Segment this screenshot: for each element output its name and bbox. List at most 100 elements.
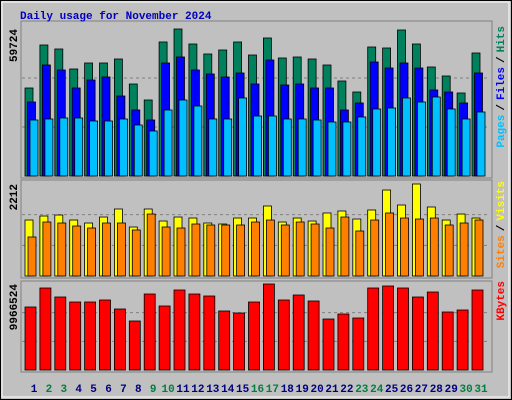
x-tick-label: 19 [296,384,309,396]
bar [104,120,113,177]
bar [161,226,171,277]
bar [265,219,275,277]
bar [163,109,173,177]
bar [325,227,335,277]
legend-entry: KBytes [496,281,508,321]
bar [357,116,367,177]
bar [233,312,246,371]
x-tick-label: 24 [370,384,384,396]
bar [476,111,486,177]
bar [173,289,186,371]
bar [42,221,52,277]
x-tick-label: 2 [46,384,53,396]
bar [402,97,411,177]
bar [146,213,156,277]
bar [57,222,67,277]
bar [372,108,382,177]
bar [203,295,216,371]
bar [114,308,126,371]
bar [262,283,275,371]
bar [367,287,380,371]
bar [131,229,141,277]
chart-title: Daily usage for November 2024 [20,11,212,23]
bar [474,219,484,277]
x-tick-label: 5 [90,384,97,396]
x-tick-label: 8 [135,384,142,396]
x-tick-label: 6 [105,384,112,396]
legend-separator: / [496,56,508,63]
x-tick-label: 4 [75,384,82,396]
legend-entry: Sites [496,235,508,268]
x-tick-label: 21 [325,384,339,396]
bar [236,224,246,277]
bar [119,118,128,177]
bar [69,301,82,371]
legend-separator: / [496,224,508,231]
bar [297,118,307,177]
bar [337,313,350,371]
legend-entry: Visits [496,181,508,221]
x-tick-label: 23 [355,384,369,396]
bar [426,291,439,371]
bar [253,115,262,177]
y-tick-label: 2212 [9,184,21,210]
legend: Sites / Visits [496,181,508,268]
x-tick-label: 1 [31,384,38,396]
bar [295,221,305,277]
x-tick-label: 25 [385,384,399,396]
bar [188,293,201,371]
bar [310,223,320,277]
bar [414,218,424,277]
x-tick-label: 31 [474,384,488,396]
bar [382,285,395,371]
x-tick-label: 16 [251,384,264,396]
bar [282,118,292,177]
x-tick-label: 11 [176,384,190,396]
bar [39,287,52,371]
x-tick-label: 28 [430,384,444,396]
x-tick-label: 22 [340,384,353,396]
bar [429,217,439,277]
bar [370,219,380,277]
bar [29,119,39,177]
y-tick-label: 59724 [9,29,21,62]
bar [72,225,82,277]
bar [352,317,365,371]
bar [87,227,96,277]
x-tick-label: 3 [60,384,67,396]
x-tick-label: 20 [310,384,323,396]
x-tick-label: 27 [415,384,428,396]
bar [208,118,218,177]
x-tick-label: 26 [400,384,413,396]
bar [27,236,37,277]
legend-entry: Hits [496,26,508,52]
bar [387,107,397,177]
x-tick-label: 30 [459,384,472,396]
x-tick-label: 14 [221,384,235,396]
bar [400,217,409,277]
bar [221,224,231,277]
bar [355,230,365,277]
bar [74,117,84,177]
bar [277,299,290,371]
bar [102,222,111,277]
bar [133,124,143,177]
bar [193,105,203,177]
bar [143,293,156,371]
legend-entry: Files [496,67,508,100]
x-tick-label: 13 [206,384,220,396]
bar [312,119,322,177]
bar [292,294,305,371]
bar [267,115,277,177]
bar [59,117,69,177]
bar [322,318,335,371]
x-tick-label: 10 [161,384,174,396]
bar [251,221,260,277]
bar [238,97,248,177]
bar [99,299,111,371]
bar [206,224,216,277]
bar [385,212,395,277]
